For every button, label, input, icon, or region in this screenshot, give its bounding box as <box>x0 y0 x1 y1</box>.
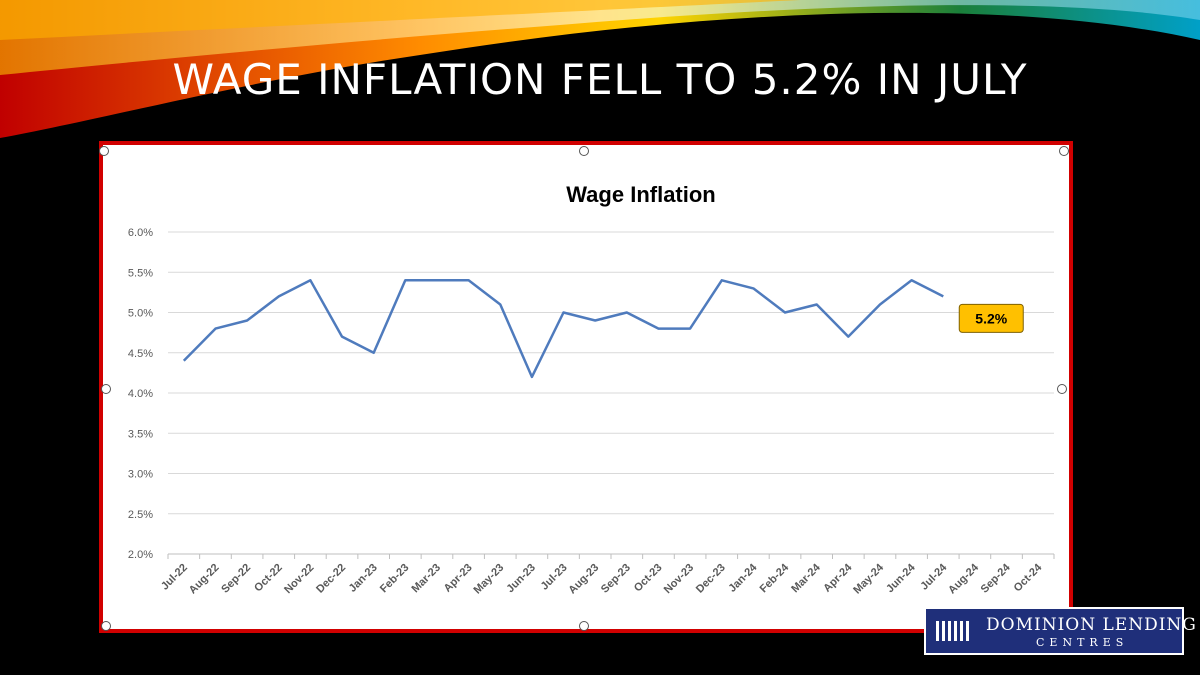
resize-handle-bottom-center[interactable] <box>579 621 589 631</box>
logo-name: DOMINION LENDING <box>986 615 1197 635</box>
x-tick-label: Apr-23 <box>442 562 475 595</box>
company-logo: DOMINION LENDING CENTRES <box>924 607 1196 655</box>
x-tick-label: Jul-22 <box>159 562 190 593</box>
x-tick-label: Sep-23 <box>599 562 633 596</box>
decorative-swoosh <box>0 0 1200 138</box>
x-tick-label: Aug-24 <box>946 561 981 596</box>
x-tick-label: Jun-24 <box>884 561 918 595</box>
x-tick-label: Sep-22 <box>219 562 253 596</box>
x-tick-label: Dec-22 <box>314 562 348 596</box>
x-tick-label: Dec-23 <box>694 562 728 596</box>
chart-container[interactable]: Wage Inflation 2.0% 2.5% 3.0% 3.5% 4.0% 4.5% 5.… <box>99 141 1073 633</box>
x-tick-label: Jan-23 <box>347 562 380 595</box>
y-tick-label: 3.5% <box>128 428 153 440</box>
annotation-callout <box>958 303 1024 333</box>
x-tick-label: Jul-23 <box>539 562 570 593</box>
building-icon <box>936 621 978 647</box>
y-tick-label: 6.0% <box>128 227 153 239</box>
series-line <box>182 279 944 379</box>
x-tick-label: Aug-22 <box>187 562 222 597</box>
x-tick-label: Nov-22 <box>282 562 316 596</box>
x-tick-label: Nov-23 <box>662 562 696 596</box>
x-tick-label: Mar-23 <box>410 562 444 596</box>
x-tick-label: Sep-24 <box>979 561 1014 596</box>
y-tick-label: 5.0% <box>128 308 153 320</box>
y-tick-label: 5.5% <box>128 267 153 279</box>
x-tick-label: Aug-23 <box>566 562 601 597</box>
x-tick-label: Feb-24 <box>758 561 792 595</box>
x-tick-label: Jan-24 <box>726 561 760 595</box>
line-chart: Wage Inflation 2.0% 2.5% 3.0% 3.5% 4.0% 4.5% 5.… <box>128 182 1055 597</box>
x-tick-label: May-23 <box>472 562 507 597</box>
x-tick-label: Apr-24 <box>821 561 855 595</box>
annotation-label: 5.2% <box>975 310 1007 326</box>
y-tick-label: 3.0% <box>128 469 153 481</box>
resize-handle-middle-left[interactable] <box>101 384 111 394</box>
y-tick-label: 2.0% <box>128 549 153 561</box>
x-tick-label: Oct-22 <box>252 562 285 595</box>
logo-subtitle: CENTRES <box>1036 636 1129 649</box>
x-tick-label: Oct-23 <box>632 562 665 595</box>
resize-handle-top-right[interactable] <box>1059 146 1069 156</box>
x-tick-label: Mar-24 <box>789 561 823 595</box>
x-tick-label: May-24 <box>851 561 886 596</box>
x-tick-label: Oct-24 <box>1012 561 1045 594</box>
resize-handle-middle-right[interactable] <box>1057 384 1067 394</box>
y-tick-label: 4.5% <box>128 348 153 360</box>
y-tick-label: 4.0% <box>128 388 153 400</box>
resize-handle-bottom-left[interactable] <box>101 621 111 631</box>
resize-handle-top-center[interactable] <box>579 146 589 156</box>
resize-handle-top-left[interactable] <box>99 146 109 156</box>
x-tick-label: Feb-23 <box>378 562 412 596</box>
chart-title: Wage Inflation <box>566 182 716 207</box>
slide-title: WAGE INFLATION FELL TO 5.2% IN JULY <box>172 55 1028 104</box>
x-tick-label: Jun-23 <box>504 562 538 596</box>
y-tick-label: 2.5% <box>128 509 153 521</box>
